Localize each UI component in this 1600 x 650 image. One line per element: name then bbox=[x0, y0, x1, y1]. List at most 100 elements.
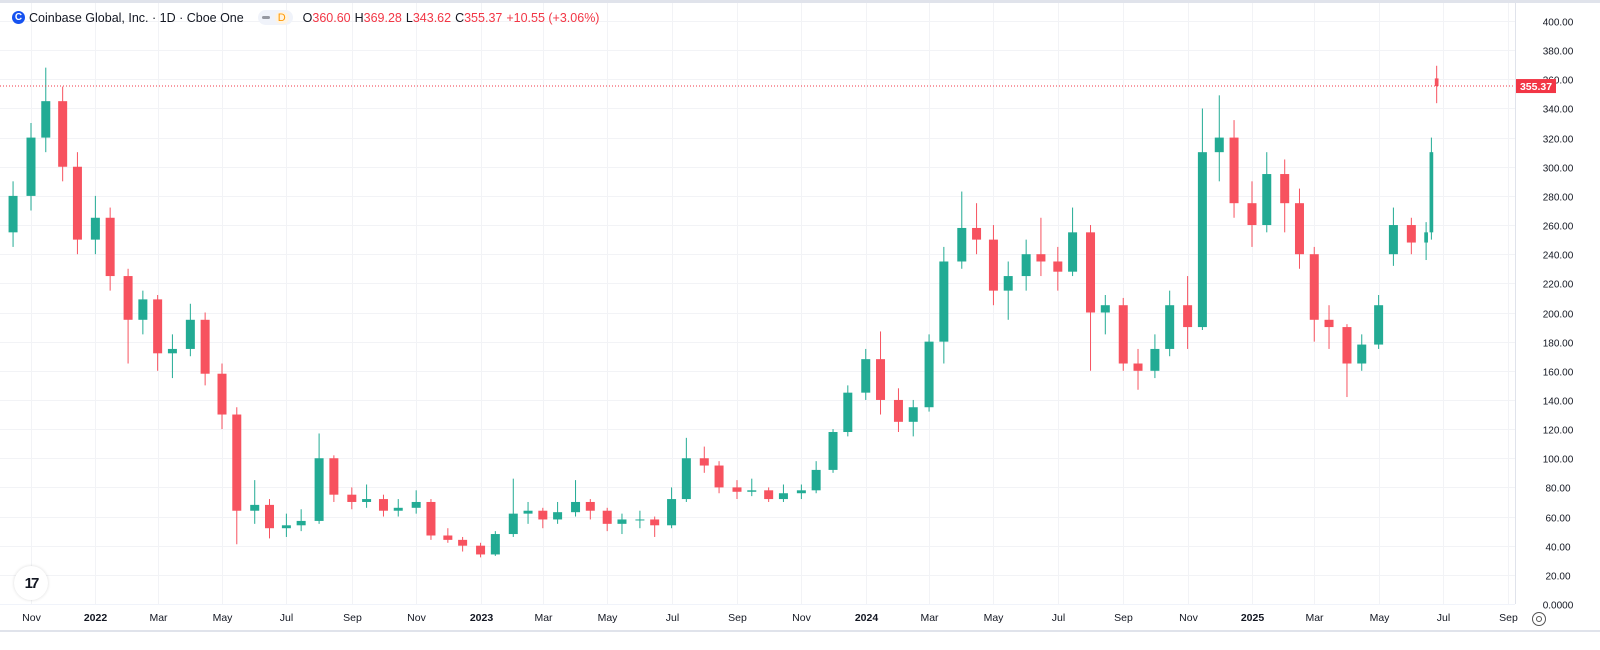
price-tick-label: 120.00 bbox=[1543, 426, 1574, 437]
candle-body bbox=[924, 341, 934, 408]
candle bbox=[861, 348, 871, 400]
candle bbox=[1280, 159, 1290, 233]
candle bbox=[1309, 246, 1319, 342]
candle-body bbox=[1183, 305, 1193, 328]
last-price-label: 355.37 bbox=[1520, 81, 1552, 93]
time-tick-label: May bbox=[213, 612, 234, 624]
candle-body bbox=[41, 101, 51, 138]
time-tick-label: Nov bbox=[792, 612, 811, 624]
candle-body bbox=[329, 458, 339, 495]
candlestick-chart[interactable]: 0.0000 20.00 40.00 60.00 80.00 100.00 120.00 14… bbox=[0, 0, 1600, 632]
candle-body bbox=[476, 545, 486, 555]
candle bbox=[1197, 108, 1207, 330]
candle bbox=[1150, 334, 1160, 379]
candle-body bbox=[538, 510, 548, 520]
candle-body bbox=[281, 525, 291, 529]
candle bbox=[167, 334, 177, 379]
candle bbox=[828, 429, 838, 473]
minus-icon bbox=[261, 16, 270, 19]
candle-body bbox=[635, 519, 645, 521]
candle bbox=[778, 484, 788, 502]
interval-label: D bbox=[274, 11, 289, 24]
candle bbox=[378, 494, 388, 517]
time-tick-label: Nov bbox=[22, 612, 41, 624]
time-scale[interactable]: Nov 2022 Mar May Jul Sep Nov 2023 Mar May Jul Sep No… bbox=[22, 612, 1518, 624]
price-tick-label: 100.00 bbox=[1543, 455, 1574, 466]
price-scale[interactable]: 0.0000 20.00 40.00 60.00 80.00 100.00 120.00 14… bbox=[1543, 18, 1574, 612]
candle-body bbox=[1036, 254, 1046, 262]
time-tick-label: May bbox=[984, 612, 1005, 624]
candle-body bbox=[8, 195, 18, 233]
time-tick-label: 2024 bbox=[855, 612, 879, 624]
candle bbox=[1021, 239, 1031, 291]
candle bbox=[650, 516, 660, 537]
open-label: O bbox=[302, 10, 313, 25]
auto-scale-settings-icon[interactable] bbox=[1532, 612, 1546, 626]
candle bbox=[72, 152, 82, 255]
candle-body bbox=[1003, 276, 1013, 291]
candle-body bbox=[1324, 319, 1334, 328]
time-tick-label: Sep bbox=[1114, 612, 1133, 624]
interval-badge[interactable]: D bbox=[257, 10, 293, 25]
candle bbox=[681, 437, 691, 502]
candle bbox=[699, 446, 709, 473]
candle bbox=[1003, 261, 1013, 320]
candle-body bbox=[362, 499, 372, 502]
time-tick-label: Mar bbox=[1305, 612, 1324, 624]
candle-body bbox=[185, 319, 195, 349]
candle-body bbox=[585, 501, 595, 511]
candle bbox=[1374, 295, 1384, 349]
candle bbox=[796, 484, 806, 500]
time-tick-label: Sep bbox=[1499, 612, 1518, 624]
price-tick-label: 300.00 bbox=[1543, 164, 1574, 175]
candle bbox=[1183, 276, 1193, 349]
candle bbox=[1100, 295, 1110, 335]
low-label: L bbox=[405, 10, 413, 25]
candle-body bbox=[217, 373, 227, 415]
price-tick-label: 180.00 bbox=[1543, 339, 1574, 350]
candle-body bbox=[153, 299, 163, 354]
chart-frame bbox=[0, 0, 1600, 632]
candle-body bbox=[123, 276, 133, 320]
candles bbox=[8, 65, 1439, 558]
candle-body bbox=[1342, 327, 1352, 364]
candle-body bbox=[1424, 232, 1428, 243]
candle-body bbox=[796, 490, 806, 494]
candle-body bbox=[699, 458, 709, 466]
time-tick-label: Mar bbox=[534, 612, 553, 624]
candle bbox=[957, 191, 967, 269]
candle-body bbox=[732, 487, 742, 492]
candle-body bbox=[893, 399, 903, 422]
time-tick-label: 2022 bbox=[84, 612, 108, 624]
candle bbox=[617, 513, 627, 535]
candle bbox=[1214, 95, 1224, 182]
candle-body bbox=[571, 501, 581, 513]
symbol-title[interactable]: Coinbase Global, Inc. · 1D · Cboe One bbox=[29, 10, 244, 25]
price-tick-label: 280.00 bbox=[1543, 193, 1574, 204]
candle-body bbox=[105, 217, 115, 277]
grid bbox=[0, 3, 1515, 605]
candle-body bbox=[972, 227, 982, 240]
candle bbox=[443, 528, 453, 543]
candle bbox=[105, 207, 115, 291]
candle bbox=[264, 499, 274, 539]
candle-body bbox=[1429, 152, 1434, 233]
price-tick-label: 160.00 bbox=[1543, 368, 1574, 379]
candle bbox=[185, 303, 195, 357]
tradingview-logo-icon[interactable]: 17 bbox=[14, 566, 48, 600]
price-tick-label: 320.00 bbox=[1543, 135, 1574, 146]
candle bbox=[1053, 246, 1063, 291]
candle-body bbox=[1247, 203, 1257, 226]
candle bbox=[8, 181, 18, 247]
candle bbox=[1424, 222, 1428, 261]
close-value: 355.37 bbox=[464, 10, 503, 25]
candle bbox=[1342, 324, 1352, 398]
candle-body bbox=[411, 501, 421, 508]
candle-body bbox=[90, 217, 100, 240]
candle bbox=[635, 510, 645, 529]
candle bbox=[217, 363, 227, 430]
candle bbox=[1036, 217, 1046, 277]
candle bbox=[458, 536, 468, 552]
time-tick-label: Mar bbox=[920, 612, 939, 624]
candle-body bbox=[764, 490, 774, 500]
